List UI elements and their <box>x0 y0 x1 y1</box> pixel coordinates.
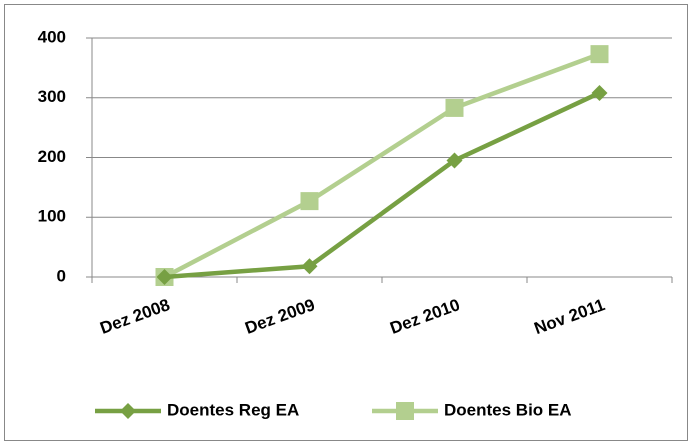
data-point <box>300 192 319 211</box>
data-point <box>301 258 318 275</box>
y-tick-label: 0 <box>57 266 66 285</box>
data-point <box>446 152 463 169</box>
y-tick-label: 100 <box>38 207 66 226</box>
chart-border <box>4 4 688 441</box>
data-point <box>156 269 173 285</box>
data-point <box>445 98 464 117</box>
y-tick-label: 400 <box>38 27 66 46</box>
data-point <box>590 45 609 64</box>
y-tick-label: 300 <box>38 87 66 106</box>
series-line <box>164 90 601 280</box>
series-line <box>163 52 601 279</box>
legend-label: Doentes Bio EA <box>444 400 572 419</box>
y-tick-label: 200 <box>38 147 66 166</box>
legend-marker <box>120 403 136 419</box>
data-point <box>591 84 608 101</box>
legend-marker <box>396 402 414 420</box>
legend-label: Doentes Reg EA <box>167 400 299 419</box>
